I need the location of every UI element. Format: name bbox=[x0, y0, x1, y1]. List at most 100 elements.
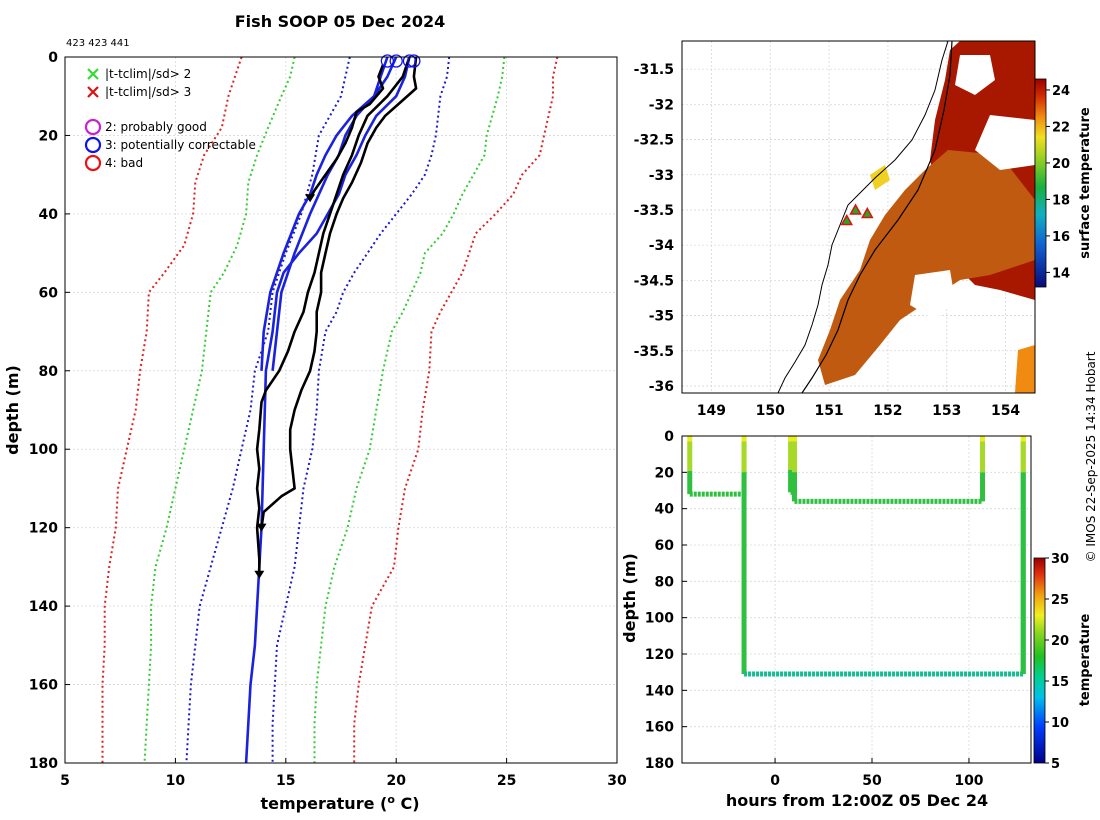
shelf-contour bbox=[801, 41, 953, 393]
legend-symbol-x bbox=[87, 68, 99, 80]
map-tick-label-x: 149 bbox=[697, 403, 726, 419]
td-tick-label-y: 140 bbox=[645, 683, 674, 699]
tick-label-x: 5 bbox=[60, 773, 70, 789]
td-tick-label-y: 180 bbox=[645, 756, 674, 772]
map-tick-label-y: -32.5 bbox=[634, 133, 674, 149]
map-tick-label-x: 152 bbox=[873, 403, 902, 419]
sst-colorbar-tick-label: 16 bbox=[1052, 230, 1070, 245]
sst-cloud-gap-1 bbox=[975, 115, 1035, 170]
legend-label: |t-tclim|/sd> 3 bbox=[105, 85, 191, 99]
profile-line bbox=[308, 64, 385, 199]
profile-ids: 423 423 441 bbox=[66, 38, 130, 49]
time-depth-ylabel: depth (m) bbox=[620, 553, 639, 643]
profile-line bbox=[244, 56, 411, 764]
map-tick-label-x: 150 bbox=[756, 403, 785, 419]
drop-location-marker bbox=[840, 213, 854, 226]
map-tick-label-y: -31.5 bbox=[634, 62, 674, 78]
profile-ticks: 5 10 15 20 25 30 0 20 40 60 80 100 120 140 160 180 bbox=[29, 50, 627, 789]
legend-label: |t-tclim|/sd> 2 bbox=[105, 67, 191, 81]
figure-title: Fish SOOP 05 Dec 2024 bbox=[235, 12, 445, 31]
td-tick-label-y: 120 bbox=[645, 647, 674, 663]
temperature-colorbar-tick-label: 20 bbox=[1051, 634, 1069, 649]
tick-label-x: 20 bbox=[386, 773, 406, 789]
time-depth-ticks: 0 50 100 0 20 40 60 80 100 120 140 160 180 bbox=[645, 429, 984, 789]
profile-line bbox=[271, 56, 398, 371]
td-tick-label-x: 100 bbox=[954, 773, 983, 789]
map-tick-label-y: -32 bbox=[649, 97, 674, 113]
td-tick-label-y: 80 bbox=[655, 574, 675, 590]
sst-colorbar-tick-label: 14 bbox=[1052, 266, 1070, 281]
surface-flag-marker bbox=[380, 54, 395, 68]
map-ticks: 149 150 151 152 153 154 -31.5 -32 -32.5 -33 -33.5 -… bbox=[634, 62, 1021, 419]
legend-symbol-o bbox=[84, 154, 102, 172]
sst-colorbar-tick-label: 20 bbox=[1052, 157, 1070, 172]
sst-cloud-gap-2 bbox=[955, 55, 995, 95]
td-tick-label-y: 60 bbox=[655, 538, 675, 554]
climatology-line bbox=[313, 56, 506, 763]
drop-location-markers bbox=[840, 203, 874, 226]
sst-cloud-gap-3 bbox=[910, 270, 955, 320]
sst-warm-patch bbox=[1015, 345, 1035, 393]
map-tick-label-y: -36 bbox=[649, 379, 674, 395]
surface-flag-markers bbox=[380, 54, 421, 68]
map-tick-label-x: 153 bbox=[932, 403, 961, 419]
td-tick-label-x: 0 bbox=[770, 773, 780, 789]
tick-label-y: 160 bbox=[29, 678, 58, 694]
map-tick-label-x: 154 bbox=[991, 403, 1020, 419]
map-tick-label-y: -34.5 bbox=[634, 273, 674, 289]
profile-grid bbox=[64, 56, 618, 764]
tick-label-y: 120 bbox=[29, 521, 58, 537]
td-tick-label-y: 160 bbox=[645, 720, 674, 736]
tick-label-y: 0 bbox=[48, 50, 58, 66]
credit-text: © IMOS 22-Sep-2025 14:34 Hobart bbox=[1084, 351, 1098, 562]
temperature-colorbar-tick-label: 30 bbox=[1051, 552, 1069, 567]
profile-frame bbox=[64, 56, 618, 764]
temperature-colorbar-tick-label: 10 bbox=[1051, 716, 1069, 731]
sst-yellow-patch bbox=[870, 165, 890, 190]
tick-label-x: 15 bbox=[276, 773, 295, 789]
time-depth-xlabel: hours from 12:00Z 05 Dec 24 bbox=[726, 791, 988, 810]
map-tick-label-y: -34 bbox=[649, 238, 675, 254]
tick-label-y: 20 bbox=[39, 128, 59, 144]
surface-flag-marker bbox=[402, 54, 417, 68]
map-panel: 149 150 151 152 153 154 -31.5 -32 -32.5 -33 -33.5 -… bbox=[634, 40, 1093, 419]
legend-label: 4: bad bbox=[105, 156, 143, 170]
tick-label-x: 25 bbox=[497, 773, 516, 789]
sst-colorbar-ticks: 14 16 18 20 22 24 bbox=[1046, 84, 1070, 281]
sst-colorbar-tick-label: 18 bbox=[1052, 193, 1070, 208]
profile-ylabel: depth (m) bbox=[3, 365, 22, 455]
td-tick-label-y: 20 bbox=[655, 465, 675, 481]
tick-label-x: 10 bbox=[166, 773, 186, 789]
temperature-colorbar-tick-label: 25 bbox=[1051, 593, 1069, 608]
surface-flag-marker bbox=[389, 54, 403, 68]
profile-panel: 5 10 15 20 25 30 0 20 40 60 80 100 120 140 160 180 |t-t… bbox=[3, 50, 627, 813]
temperature-colorbar-ticks: 5 10 15 20 25 30 bbox=[1045, 552, 1069, 772]
profile-xlabel: temperature (o C) bbox=[260, 793, 419, 813]
tick-label-y: 40 bbox=[39, 207, 59, 223]
profile-end-marker bbox=[256, 523, 267, 532]
climatology-line bbox=[353, 56, 559, 763]
map-tick-label-x: 151 bbox=[814, 403, 843, 419]
tick-label-y: 80 bbox=[39, 364, 59, 380]
td-tick-label-x: 50 bbox=[862, 773, 882, 789]
time-depth-grid bbox=[682, 435, 1031, 764]
legend-symbol-o bbox=[84, 118, 102, 136]
map-tick-label-y: -35 bbox=[649, 309, 674, 325]
temperature-colorbar-tick-label: 15 bbox=[1051, 675, 1069, 690]
profile-lines bbox=[244, 56, 418, 764]
time-depth-frame bbox=[681, 435, 1032, 764]
td-tick-label-y: 0 bbox=[664, 429, 674, 445]
map-tick-label-y: -33.5 bbox=[634, 203, 674, 219]
temperature-colorbar bbox=[1033, 557, 1046, 764]
profile-line bbox=[260, 56, 418, 528]
profile-legend: |t-tclim|/sd> 2 |t-tclim|/sd> 3 2: probabl… bbox=[84, 67, 256, 172]
profile-end-marker bbox=[254, 570, 265, 579]
climatology-line bbox=[271, 56, 451, 763]
profile-line bbox=[255, 56, 411, 575]
td-tick-label-y: 100 bbox=[645, 611, 674, 627]
map-tick-label-y: -33 bbox=[649, 168, 674, 184]
temperature-colorbar-label: temperature bbox=[1078, 614, 1093, 707]
climatology-lines bbox=[101, 56, 559, 764]
profile-end-marker bbox=[305, 194, 316, 203]
tick-label-y: 60 bbox=[39, 285, 59, 301]
